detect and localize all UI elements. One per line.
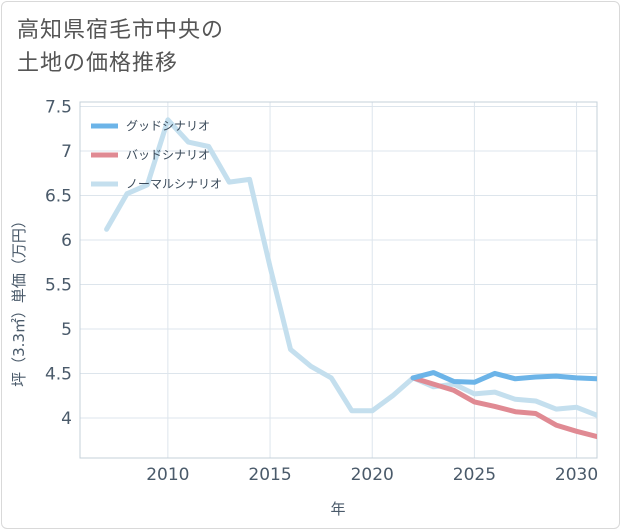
chart-title-line-2: 土地の価格推移 [17, 51, 179, 76]
chart-title-line-1: 高知県宿毛市中央の [17, 18, 225, 43]
x-tick-label: 2010 [146, 465, 189, 485]
y-tick-label: 6 [61, 231, 72, 251]
y-tick-label: 4 [61, 409, 72, 429]
legend-label-good: グッドシナリオ [126, 119, 210, 133]
y-axis-ticks: 4 4.5 5 5.5 6 6.5 7 7.5 [45, 97, 72, 429]
y-tick-label: 7.5 [45, 97, 72, 117]
x-tick-label: 2030 [555, 465, 598, 485]
y-axis-title: 坪（3.3㎡）単価（万円） [10, 213, 28, 387]
y-tick-label: 5 [61, 320, 72, 340]
legend-label-bad: バッドシナリオ [126, 148, 210, 162]
x-tick-label: 2025 [453, 465, 496, 485]
y-tick-label: 4.5 [45, 364, 72, 384]
x-tick-label: 2020 [351, 465, 394, 485]
series-line-normal [104, 117, 597, 418]
legend-label-normal: ノーマルシナリオ [126, 177, 222, 191]
y-tick-label: 7 [61, 142, 72, 162]
plot-frame [79, 101, 598, 459]
x-axis-title: 年 [330, 500, 345, 518]
chart-title: 高知県宿毛市中央の 土地の価格推移 [17, 14, 224, 80]
grid-lines [80, 102, 597, 458]
y-tick-label: 5.5 [45, 275, 72, 295]
y-tick-label: 6.5 [45, 186, 72, 206]
series-line-bad [410, 375, 597, 440]
x-tick-label: 2015 [248, 465, 291, 485]
x-axis-ticks: 2010 2015 2020 2025 2030 [146, 465, 598, 485]
series-line-good [410, 370, 597, 385]
series-layer [104, 117, 597, 440]
